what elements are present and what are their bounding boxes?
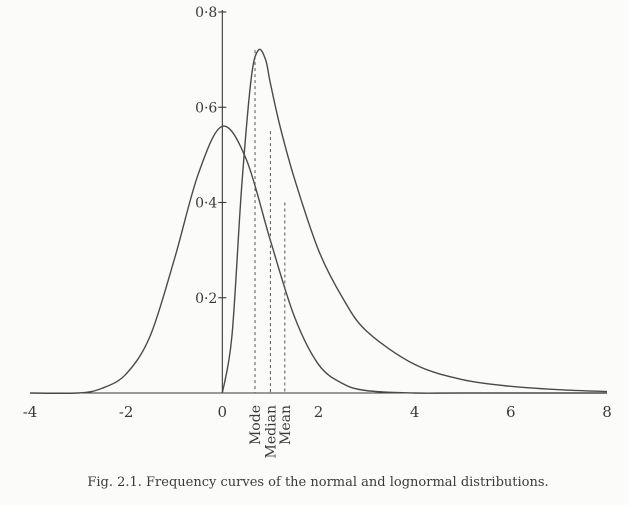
normal-curve	[29, 125, 607, 395]
x-tick-label: 0	[218, 403, 228, 421]
lognormal-curve	[221, 48, 608, 394]
y-tick-label: 0·8	[195, 5, 217, 21]
y-tick-label: 0·2	[195, 291, 217, 307]
guide-label-mode: Mode	[248, 405, 264, 445]
guide-label-mean: Mean	[278, 405, 294, 445]
figure-caption: Fig. 2.1. Frequency curves of the normal…	[87, 475, 548, 490]
axes: -4 -2 0 2 4 6 8 0·2 0·4 0·6 0·8	[23, 5, 612, 421]
x-tick-label: 4	[410, 403, 420, 421]
guide-label-median: Median	[263, 405, 279, 458]
x-tick-label: -4	[23, 403, 38, 421]
x-tick-label: 6	[506, 403, 516, 421]
x-tick-label: -2	[119, 403, 134, 421]
x-tick-label: 8	[602, 403, 612, 421]
curves	[29, 48, 608, 395]
y-tick-label: 0·6	[195, 100, 217, 116]
x-tick-label: 2	[314, 403, 324, 421]
y-tick-label: 0·4	[195, 196, 217, 212]
guides	[254, 50, 286, 393]
